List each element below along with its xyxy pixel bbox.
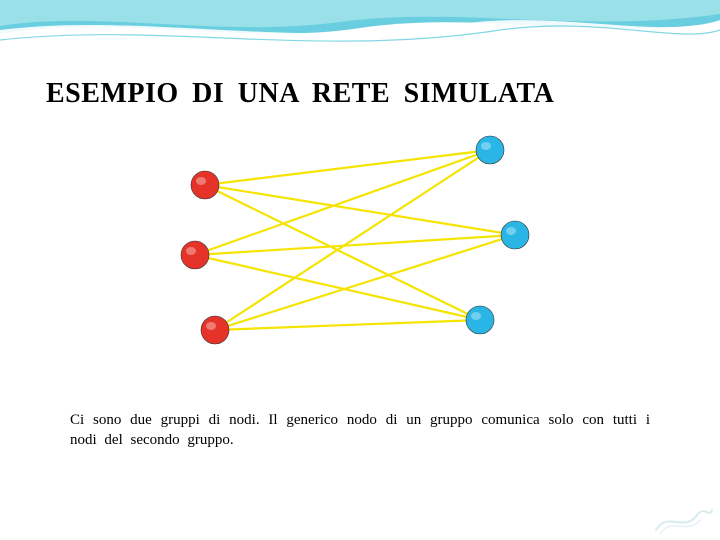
node-highlight [186,247,196,255]
slide-caption: Ci sono due gruppi di nodi. Il generico … [70,410,650,451]
top-wave-decoration [0,0,720,70]
network-diagram [120,130,600,380]
slide-title: ESEMPIO DI UNA RETE SIMULATA [46,78,554,110]
node-highlight [471,312,481,320]
node-highlight [506,227,516,235]
edge [205,185,515,235]
node-right [476,136,504,164]
edge [195,255,480,320]
node-highlight [206,322,216,330]
node-left [181,241,209,269]
edge [205,150,490,185]
edge [215,320,480,330]
corner-swirl-decoration [654,500,714,536]
node-left [191,171,219,199]
node-highlight [481,142,491,150]
node-right [501,221,529,249]
node-left [201,316,229,344]
node-highlight [196,177,206,185]
node-right [466,306,494,334]
